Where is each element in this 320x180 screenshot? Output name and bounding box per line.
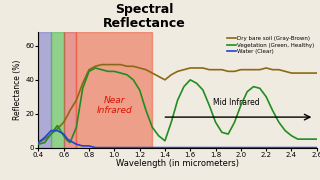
Legend: Dry bare soil (Gray-Brown), Vegetation (Green, Healthy), Water (Clear): Dry bare soil (Gray-Brown), Vegetation (…: [225, 34, 317, 56]
X-axis label: Wavelength (in micrometers): Wavelength (in micrometers): [116, 159, 239, 168]
Y-axis label: Reflectance (%): Reflectance (%): [13, 60, 22, 120]
Text: Near
Infrared: Near Infrared: [96, 96, 132, 115]
Bar: [38, 32, 51, 148]
Text: Spectral
Reflectance: Spectral Reflectance: [103, 3, 186, 30]
Bar: [51, 32, 64, 148]
Bar: [64, 32, 76, 148]
Bar: [76, 32, 152, 148]
Text: Mid Infrared: Mid Infrared: [213, 98, 260, 107]
